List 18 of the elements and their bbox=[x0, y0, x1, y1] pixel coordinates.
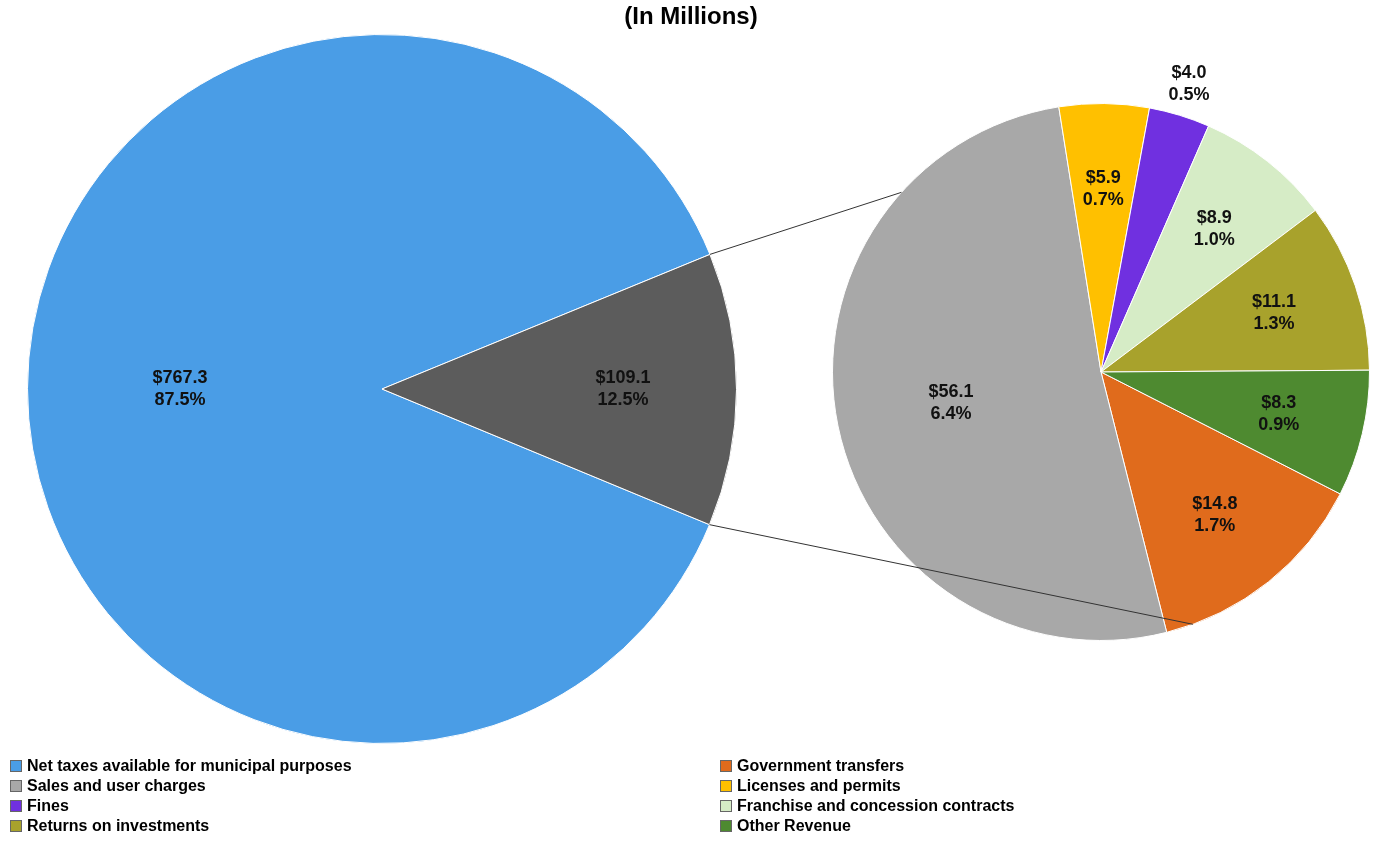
legend-label: Fines bbox=[27, 796, 69, 816]
chart-title: (In Millions) bbox=[623, 2, 759, 30]
data-label: $767.3 87.5% bbox=[152, 366, 208, 409]
data-label: $8.3 0.9% bbox=[1258, 391, 1300, 434]
legend-label: Licenses and permits bbox=[737, 776, 901, 796]
legend-label: Franchise and concession contracts bbox=[737, 796, 1015, 816]
data-label: $11.1 1.3% bbox=[1251, 291, 1296, 334]
data-label: $5.9 0.7% bbox=[1082, 167, 1124, 210]
data-label: $56.1 6.4% bbox=[928, 380, 974, 423]
data-label: $14.8 1.7% bbox=[1192, 492, 1238, 535]
legend-label: Returns on investments bbox=[27, 816, 210, 836]
data-label: $4.0 0.5% bbox=[1168, 62, 1210, 105]
legend-label: Government transfers bbox=[737, 756, 905, 776]
data-label: $109.1 12.5% bbox=[595, 367, 651, 410]
legend-label: Net taxes available for municipal purposes bbox=[27, 756, 352, 776]
data-label: $8.9 1.0% bbox=[1193, 206, 1235, 249]
legend-label: Other Revenue bbox=[737, 816, 851, 836]
legend-label: Sales and user charges bbox=[27, 776, 206, 796]
